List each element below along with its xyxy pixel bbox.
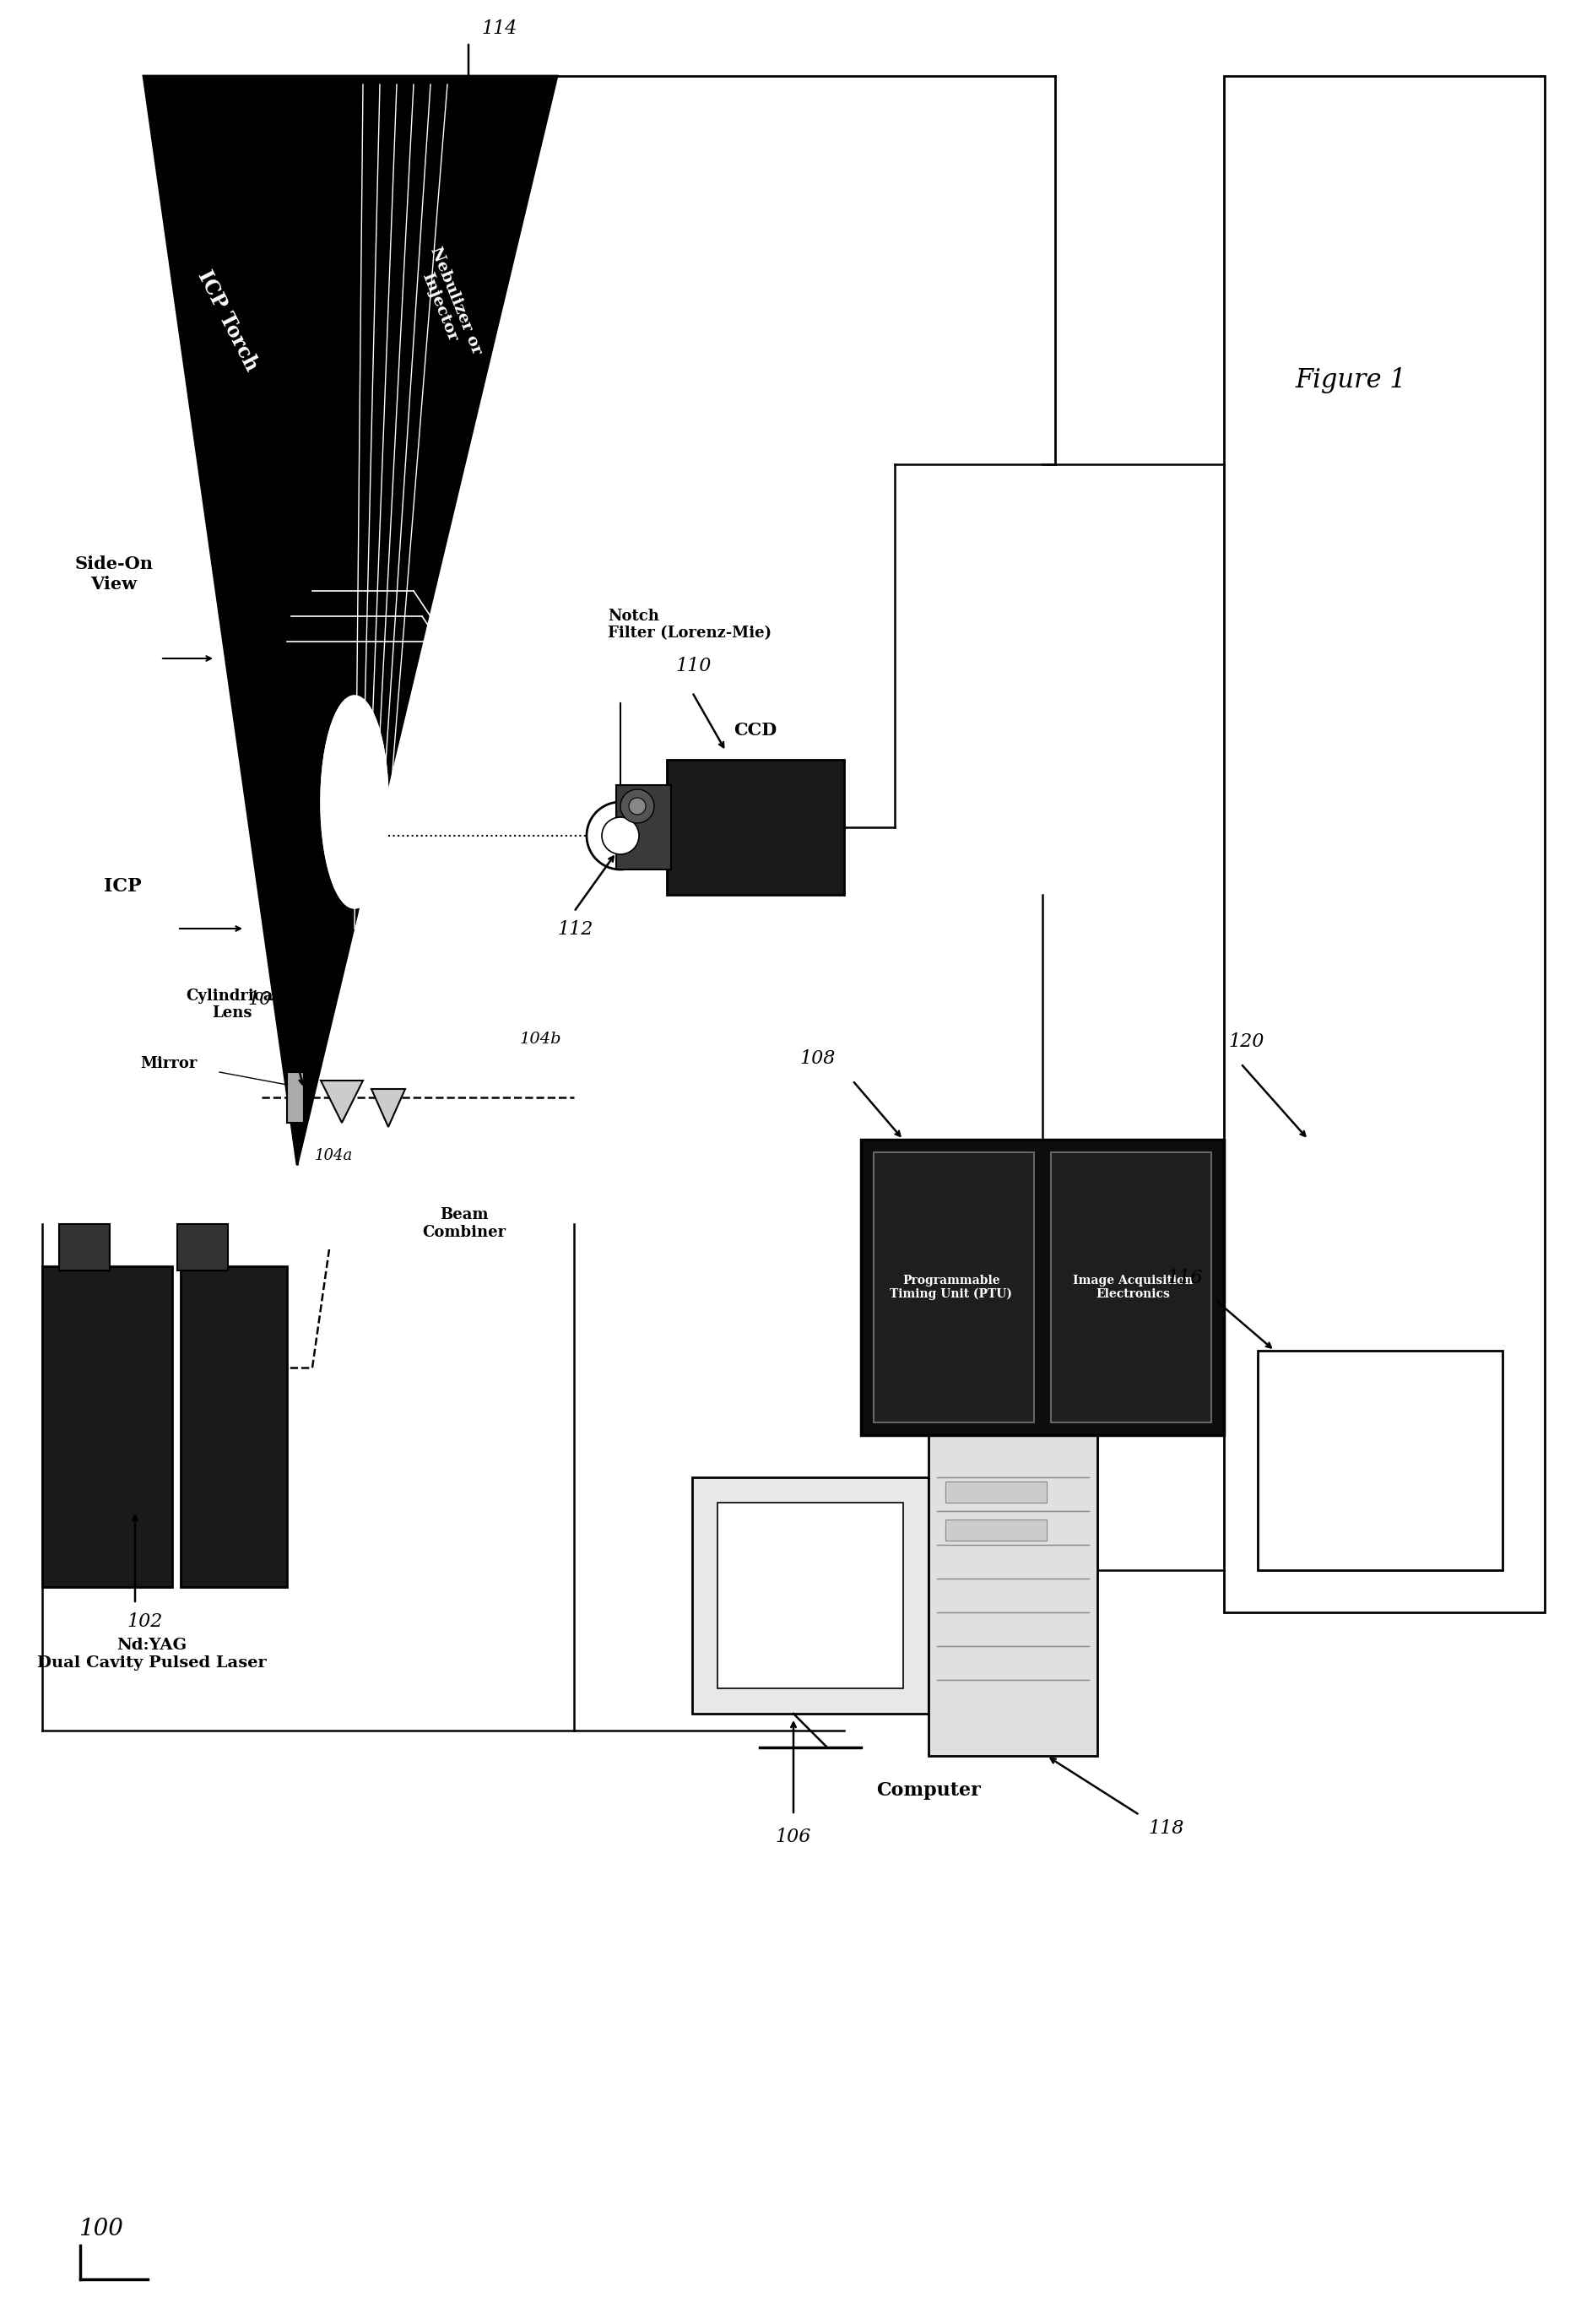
Text: Beam
Combiner: Beam Combiner <box>422 1206 506 1241</box>
Text: 102: 102 <box>126 1613 163 1631</box>
Circle shape <box>629 797 645 816</box>
Polygon shape <box>321 695 387 909</box>
Polygon shape <box>372 1090 405 1127</box>
FancyBboxPatch shape <box>928 1436 1097 1757</box>
FancyBboxPatch shape <box>180 1267 286 1587</box>
Text: 106: 106 <box>775 1827 811 1845</box>
Text: Nebulizer or
Injector: Nebulizer or Injector <box>411 244 484 363</box>
Polygon shape <box>286 1071 304 1122</box>
Text: 120: 120 <box>1227 1032 1263 1050</box>
FancyBboxPatch shape <box>1257 1350 1502 1571</box>
Text: ICP: ICP <box>103 876 141 895</box>
FancyBboxPatch shape <box>718 1504 903 1687</box>
Text: Image Acquisition
Electronics: Image Acquisition Electronics <box>1072 1274 1192 1299</box>
Text: 108: 108 <box>800 1050 835 1067</box>
FancyBboxPatch shape <box>1224 77 1545 1613</box>
FancyBboxPatch shape <box>58 1225 109 1271</box>
Text: Figure 1: Figure 1 <box>1295 367 1406 393</box>
FancyBboxPatch shape <box>43 1267 172 1587</box>
Text: 110: 110 <box>675 658 711 676</box>
Text: Nd:YAG
Dual Cavity Pulsed Laser: Nd:YAG Dual Cavity Pulsed Laser <box>38 1638 267 1671</box>
Text: Programmable
Timing Unit (PTU): Programmable Timing Unit (PTU) <box>890 1274 1012 1301</box>
FancyBboxPatch shape <box>873 1153 1034 1422</box>
Text: 104a: 104a <box>315 1148 353 1164</box>
Text: 118: 118 <box>1148 1820 1183 1838</box>
Text: Side-On
View: Side-On View <box>74 555 153 593</box>
Text: Notch
Filter (Lorenz-Mie): Notch Filter (Lorenz-Mie) <box>607 609 772 641</box>
Text: Mirror: Mirror <box>141 1055 198 1071</box>
Polygon shape <box>321 1081 362 1122</box>
Text: Cylindrical
Lens: Cylindrical Lens <box>185 988 278 1020</box>
Circle shape <box>587 802 655 869</box>
Text: 116: 116 <box>1167 1269 1202 1287</box>
Text: 114: 114 <box>481 19 517 37</box>
Circle shape <box>601 818 639 855</box>
FancyBboxPatch shape <box>177 1225 228 1271</box>
FancyBboxPatch shape <box>617 786 670 869</box>
Text: ICP Torch: ICP Torch <box>194 267 262 374</box>
Text: CCD: CCD <box>734 723 776 739</box>
Text: 100: 100 <box>79 2217 123 2240</box>
FancyBboxPatch shape <box>667 760 844 895</box>
Text: 104b: 104b <box>519 1032 561 1046</box>
Text: 104: 104 <box>248 990 283 1009</box>
FancyBboxPatch shape <box>860 1139 1224 1436</box>
Circle shape <box>620 790 655 823</box>
FancyBboxPatch shape <box>1050 1153 1211 1422</box>
Text: Computer: Computer <box>876 1780 980 1799</box>
FancyBboxPatch shape <box>945 1480 1047 1504</box>
FancyBboxPatch shape <box>945 1520 1047 1541</box>
Polygon shape <box>144 77 557 1164</box>
Text: 112: 112 <box>557 920 593 939</box>
FancyBboxPatch shape <box>692 1478 928 1713</box>
